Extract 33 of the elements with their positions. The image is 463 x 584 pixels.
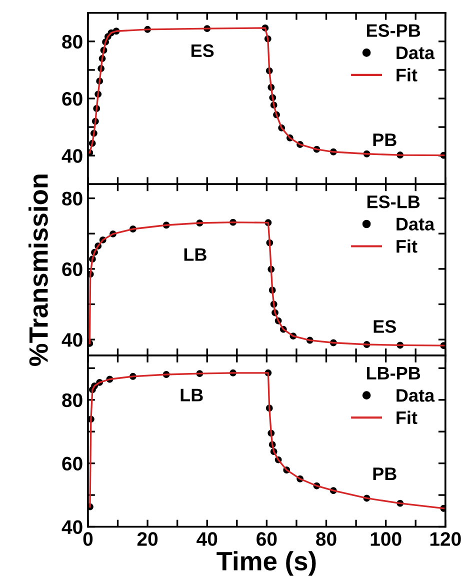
- x-tick-label: 80: [316, 532, 336, 546]
- y-tick-label: 80: [62, 192, 82, 206]
- annotation: PB: [373, 134, 396, 146]
- x-tick-label: 20: [137, 532, 158, 546]
- x-tick-label: 0: [83, 532, 93, 546]
- annotation: ES: [374, 320, 396, 333]
- x-axis-title: Time (s): [216, 551, 316, 576]
- y-tick-label: 40: [62, 149, 82, 163]
- y-tick-label: 80: [62, 34, 82, 49]
- legend-title: ES-LB: [367, 195, 420, 208]
- x-tick-label: 100: [370, 532, 402, 546]
- legend-title: LB-PB: [366, 366, 420, 380]
- legend-label: Fit: [396, 410, 418, 424]
- legend-label: Data: [396, 389, 435, 402]
- legend-label: Fit: [396, 68, 418, 82]
- y-tick-label: 80: [62, 393, 82, 408]
- legend-label: Fit: [396, 239, 418, 253]
- annotation: PB: [373, 468, 396, 480]
- y-tick-label: 40: [62, 520, 82, 534]
- x-tick-label: 120: [430, 532, 461, 546]
- annotation: LB: [184, 248, 206, 261]
- legend-title: ES-PB: [366, 24, 420, 37]
- y-tick-label: 60: [62, 262, 82, 276]
- y-tick-label: 40: [62, 333, 82, 347]
- legend-label: Data: [396, 218, 435, 230]
- y-axis-title: %Transmission: [28, 174, 48, 366]
- annotation: LB: [180, 388, 203, 402]
- legend-label: Data: [396, 46, 435, 60]
- x-tick-label: 60: [256, 532, 277, 546]
- x-tick-label: 40: [196, 532, 218, 546]
- y-tick-label: 60: [62, 92, 82, 106]
- y-tick-label: 60: [62, 456, 82, 471]
- annotation: ES: [192, 44, 214, 58]
